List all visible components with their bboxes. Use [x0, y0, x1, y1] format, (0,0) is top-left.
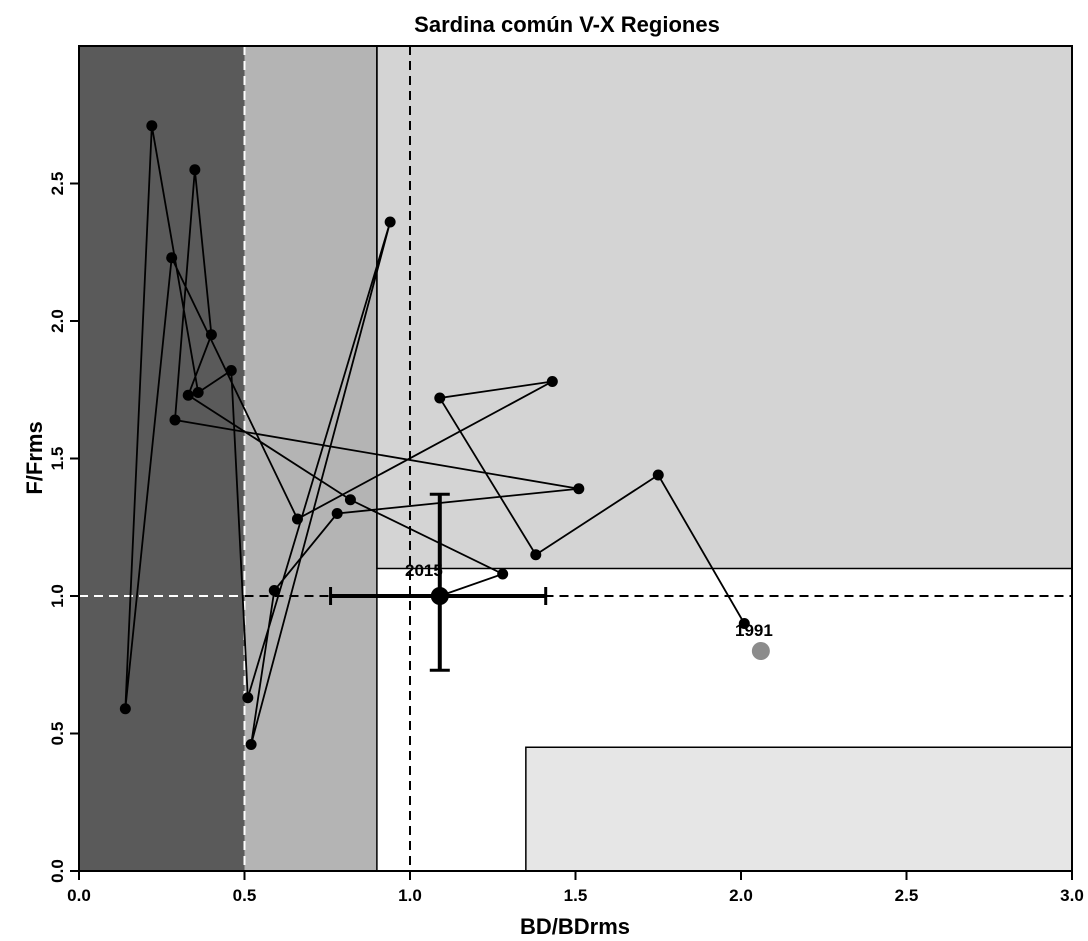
zone-1 [244, 46, 377, 871]
data-point [225, 365, 237, 376]
series-line-0 [124, 125, 746, 745]
zone-0 [79, 46, 245, 871]
x-tick-label: 3.0 [1060, 886, 1084, 905]
y-tick-label: 1.0 [48, 584, 67, 608]
y-tick-label: 0.5 [48, 722, 67, 746]
data-point [738, 618, 750, 629]
x-tick-label: 2.0 [729, 886, 753, 905]
zones [79, 45, 1073, 872]
data-point [166, 252, 178, 264]
x-tick-label: 1.0 [398, 886, 422, 905]
data-point [119, 703, 131, 715]
data-point [497, 568, 509, 580]
zone-3 [525, 746, 1073, 872]
end-point-marker [430, 587, 449, 605]
data-point [384, 216, 396, 228]
data-point [331, 508, 343, 519]
zone-2 [376, 45, 1073, 570]
data-point [344, 494, 356, 506]
data-point [192, 387, 204, 398]
data-point [245, 739, 257, 750]
data-point [530, 549, 542, 561]
x-tick-label: 1.5 [564, 886, 588, 905]
annotation-end-year: 2015 [405, 561, 443, 580]
x-tick-label: 0.5 [233, 886, 257, 905]
data-point [291, 513, 303, 525]
data-point [205, 329, 217, 341]
data-point [189, 164, 201, 176]
x-tick-label: 2.5 [895, 886, 919, 905]
y-axis-label: F/Frms [22, 421, 47, 494]
data-point [434, 392, 446, 404]
data-point [146, 120, 158, 132]
chart-title: Sardina común V-X Regiones [414, 12, 720, 37]
start-point-marker [751, 642, 770, 660]
data-point [182, 389, 194, 401]
y-tick-label: 0.0 [48, 859, 67, 883]
data-point [546, 376, 558, 387]
data-point [652, 469, 664, 481]
data-point [242, 692, 254, 704]
annotations: 1991 2015 [405, 561, 773, 640]
data-point [573, 483, 585, 495]
axes: 0.0 0.5 1.0 1.5 2.0 2.5 3.0 0.0 0.5 1.0 1.5 2.0 2.5 [48, 172, 1084, 905]
y-tick-label: 2.0 [48, 309, 67, 333]
y-tick-label: 2.5 [48, 172, 67, 196]
data-point [268, 585, 280, 596]
y-tick-label: 1.5 [48, 447, 67, 471]
x-axis-label: BD/BDrms [520, 914, 630, 939]
data-point [169, 414, 181, 426]
annotation-start-year: 1991 [735, 621, 773, 640]
x-tick-label: 0.0 [67, 886, 91, 905]
series-group [119, 120, 770, 750]
